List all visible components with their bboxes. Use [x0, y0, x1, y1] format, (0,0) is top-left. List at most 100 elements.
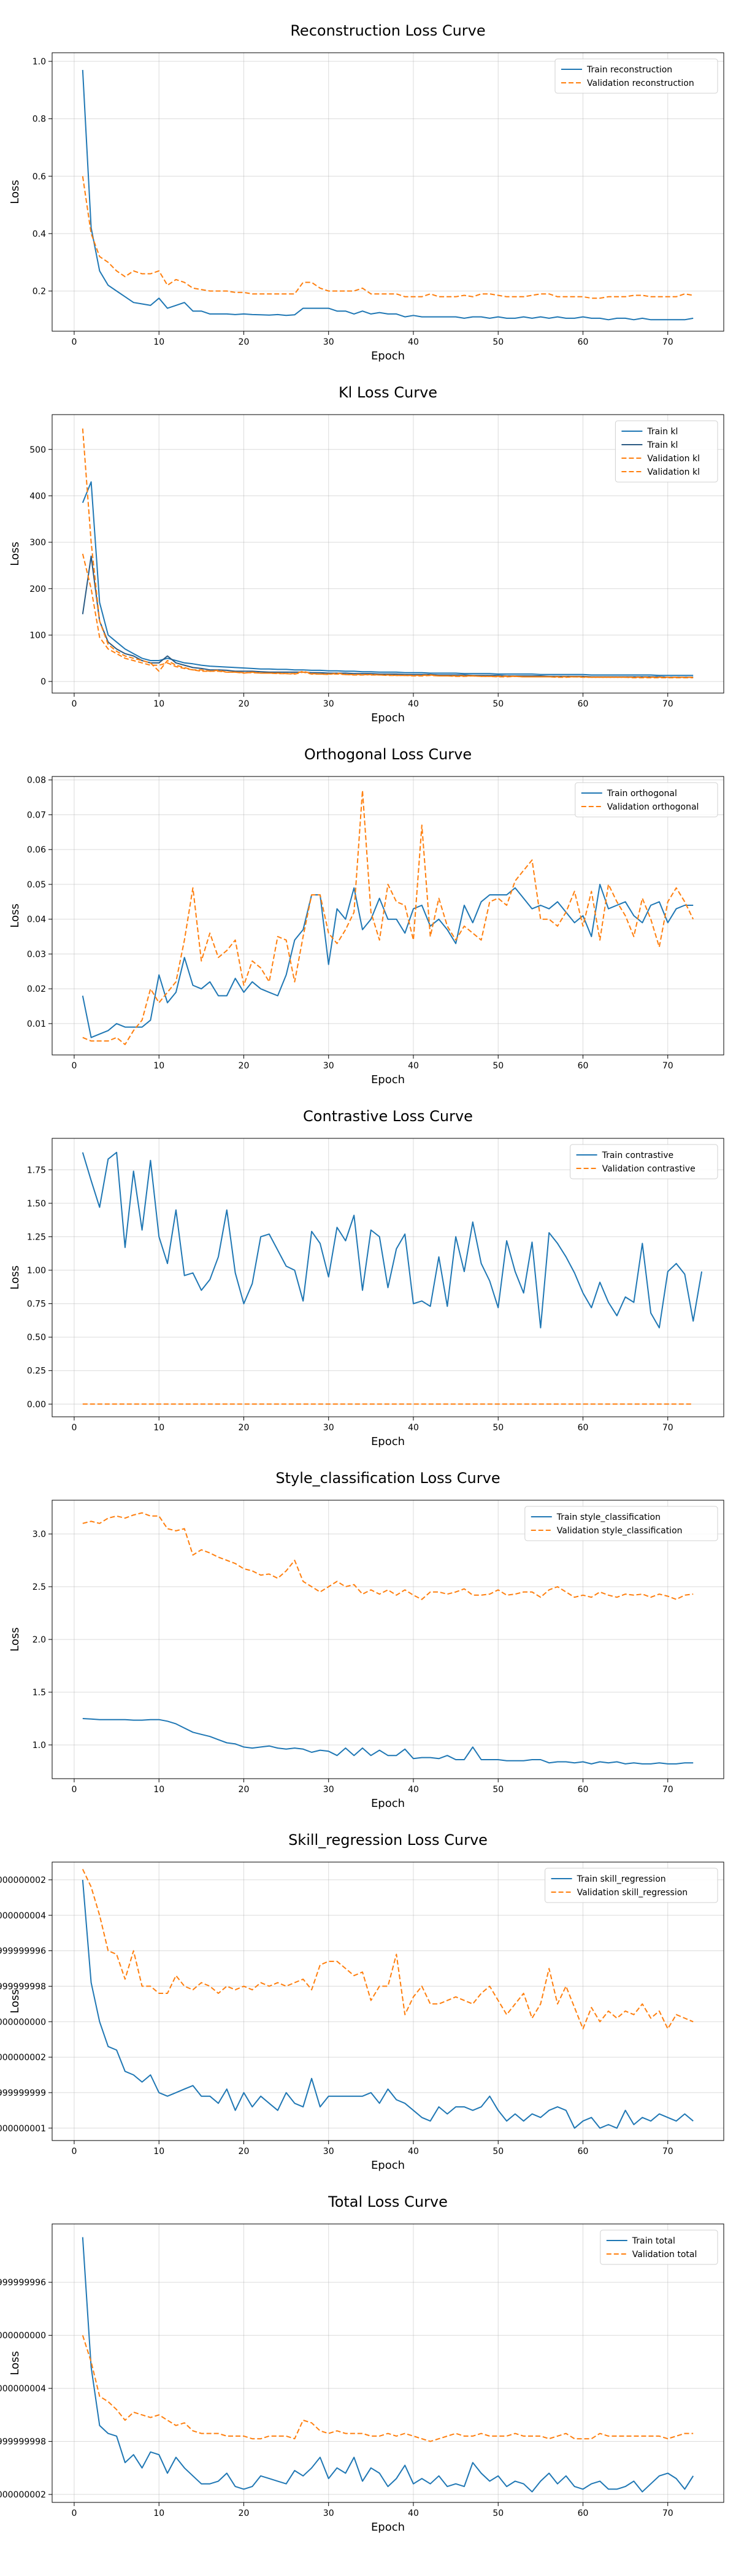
x-tick-label: 20 [239, 1061, 250, 1071]
legend-label: Train kl [646, 427, 678, 437]
legend-label: Validation total [632, 2250, 697, 2260]
y-tick-label: 0.25 [27, 1367, 46, 1376]
legend: Train style_classification Validation sty… [524, 1506, 718, 1541]
legend-label: Train orthogonal [607, 789, 677, 799]
y-tick-label: 0.01 [27, 1019, 46, 1029]
y-tick-label: 0.50000000000000000 [0, 2017, 46, 2027]
y-tick-label: 0.69999999999999996 [0, 1947, 46, 1957]
y-tick-label: 0.59999999999999998 [0, 1982, 46, 1991]
y-tick-label: 0.40000000000000002 [0, 2053, 46, 2063]
x-tick-label: 60 [578, 699, 589, 709]
y-tick-label: 0.40000000000000002 [0, 2490, 46, 2500]
chart-title: Total Loss Curve [328, 2193, 448, 2210]
x-tick-label: 0 [71, 1061, 77, 1071]
x-tick-label: 40 [408, 337, 419, 347]
y-tick-label: 0.50 [27, 1333, 46, 1343]
plot-frame [52, 776, 724, 1056]
x-tick-label: 40 [408, 699, 419, 709]
y-tick-label: 400 [29, 491, 46, 501]
x-tick-label: 10 [153, 1423, 164, 1433]
y-tick-label: 0 [40, 677, 46, 687]
y-tick-label: 0.80000000000000004 [0, 1911, 46, 1921]
y-tick-label: 1.19999999999999996 [0, 2278, 46, 2288]
chart-panel-6: Skill_regression Loss Curve 0 10 20 30 40 50 60… [0, 1831, 724, 2172]
y-tick-label: 0.6 [33, 172, 46, 182]
y-tick-label: 0.2 [33, 286, 46, 296]
legend-label: Validation kl [647, 467, 700, 477]
x-axis-label: Epoch [371, 1435, 405, 1448]
y-tick-label: 0.90000000000000002 [0, 1876, 46, 1885]
y-tick-label: 0.05 [27, 880, 46, 890]
x-tick-label: 50 [493, 1061, 504, 1071]
y-tick-label: 200 [29, 585, 46, 594]
y-axis-label: Loss [9, 903, 21, 927]
x-tick-label: 30 [323, 1423, 334, 1433]
legend-label: Train contrastive [602, 1151, 674, 1160]
x-tick-label: 70 [662, 1785, 673, 1795]
legend-label: Validation kl [647, 454, 700, 464]
y-tick-label: 1.0 [33, 57, 46, 67]
series-line-4 [82, 553, 694, 678]
series-line-2 [82, 789, 694, 1045]
x-tick-label: 30 [323, 1785, 334, 1795]
y-tick-label: 100 [29, 631, 46, 640]
chart-panel-5: Style_classification Loss Curve 0 10 20 30 40… [9, 1470, 724, 1810]
legend: Train skill_regression Validation skill_r… [545, 1868, 718, 1903]
x-tick-label: 70 [662, 2509, 673, 2518]
x-tick-label: 10 [153, 699, 164, 709]
plot-frame [52, 2223, 724, 2503]
y-tick-label: 500 [29, 445, 46, 455]
chart-title: Kl Loss Curve [339, 384, 437, 401]
y-tick-label: 2.5 [33, 1582, 46, 1592]
legend-label: Validation style_classification [557, 1526, 683, 1536]
y-tick-label: 0.04 [27, 915, 46, 925]
series-line-1 [82, 1718, 694, 1765]
x-axis-label: Epoch [371, 711, 405, 724]
x-tick-label: 70 [662, 2147, 673, 2156]
y-tick-label: 0.02 [27, 984, 46, 994]
x-tick-label: 30 [323, 1061, 334, 1071]
y-tick-label: 1.00000000000000000 [0, 2331, 46, 2341]
x-tick-label: 10 [153, 337, 164, 347]
x-tick-label: 70 [662, 337, 673, 347]
legend-label: Validation skill_regression [577, 1888, 688, 1898]
series-line-1 [82, 1151, 703, 1328]
x-tick-label: 70 [662, 1423, 673, 1433]
series-line-1 [82, 1879, 694, 2129]
y-tick-label: 1.5 [33, 1688, 46, 1698]
legend-box [575, 782, 718, 818]
x-axis-label: Epoch [371, 1073, 405, 1086]
x-tick-label: 20 [239, 2147, 250, 2156]
legend-label: Train total [632, 2236, 675, 2246]
y-axis-label: Loss [9, 1627, 21, 1651]
x-tick-label: 60 [578, 1785, 589, 1795]
x-tick-label: 40 [408, 2509, 419, 2518]
chart-panel-4: Contrastive Loss Curve 0 10 20 30 40 50 60 70 0.0… [9, 1108, 724, 1448]
x-tick-label: 30 [323, 2147, 334, 2156]
legend-label: Validation orthogonal [607, 802, 699, 812]
x-tick-label: 60 [578, 337, 589, 347]
x-tick-label: 20 [239, 1785, 250, 1795]
chart-title: Contrastive Loss Curve [303, 1108, 473, 1125]
series-line-2 [82, 555, 694, 678]
y-tick-label: 0.80000000000000004 [0, 2384, 46, 2394]
x-tick-label: 40 [408, 1061, 419, 1071]
grid-lines [52, 415, 724, 693]
grid-lines [52, 2224, 724, 2502]
legend-box [545, 1868, 718, 1903]
x-tick-label: 30 [323, 699, 334, 709]
x-tick-label: 60 [578, 1423, 589, 1433]
x-tick-label: 0 [71, 337, 77, 347]
x-tick-label: 0 [71, 1785, 77, 1795]
y-tick-label: 0.07 [27, 810, 46, 820]
y-axis-label: Loss [9, 180, 21, 204]
y-tick-label: 0.29999999999999999 [0, 2088, 46, 2098]
x-tick-label: 20 [239, 337, 250, 347]
legend-box [600, 2229, 718, 2265]
y-tick-label: 1.75 [27, 1165, 46, 1175]
y-tick-label: 0.8 [33, 115, 46, 125]
x-tick-label: 10 [153, 1785, 164, 1795]
legend-box [524, 1506, 718, 1541]
series-line-1 [82, 70, 694, 321]
x-axis-label: Epoch [371, 350, 405, 362]
